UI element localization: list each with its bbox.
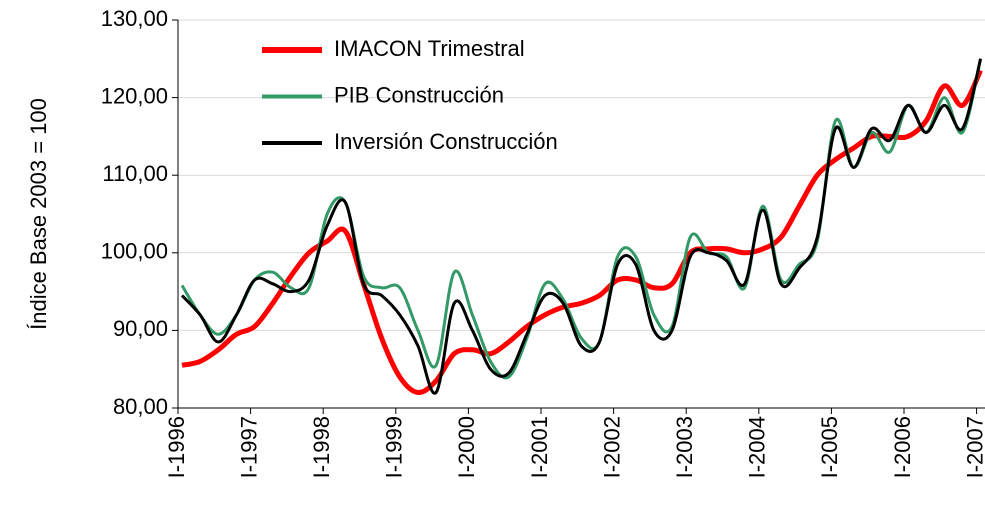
x-tick-label: I-1999 (382, 416, 407, 478)
series-line (180, 58, 983, 395)
x-tick-label: I-2002 (599, 416, 624, 478)
x-tick-label: I-1996 (164, 416, 189, 478)
x-tick-label: I-2000 (454, 416, 479, 478)
y-tick-label: 120,00 (101, 83, 168, 108)
x-tick-label: I-2004 (745, 416, 770, 478)
x-tick-label: I-1997 (236, 416, 261, 478)
y-tick-label: 130,00 (101, 6, 168, 31)
legend-label: Inversión Construcción (334, 129, 558, 154)
x-tick-label: I-2007 (962, 416, 985, 478)
y-axis-title: Índice Base 2003 = 100 (26, 98, 51, 330)
x-tick-label: I-2005 (817, 416, 842, 478)
y-tick-label: 80,00 (113, 394, 168, 419)
x-tick-label: I-2001 (527, 416, 552, 478)
legend-label: PIB Construcción (334, 82, 504, 107)
y-tick-label: 90,00 (113, 316, 168, 341)
x-tick-label: I-1998 (309, 416, 334, 478)
y-tick-label: 110,00 (102, 161, 168, 186)
legend-label: IMACON Trimestral (334, 36, 525, 61)
x-tick-label: I-2003 (672, 416, 697, 478)
y-tick-label: 100,00 (101, 239, 168, 264)
x-tick-label: I-2006 (890, 416, 915, 478)
